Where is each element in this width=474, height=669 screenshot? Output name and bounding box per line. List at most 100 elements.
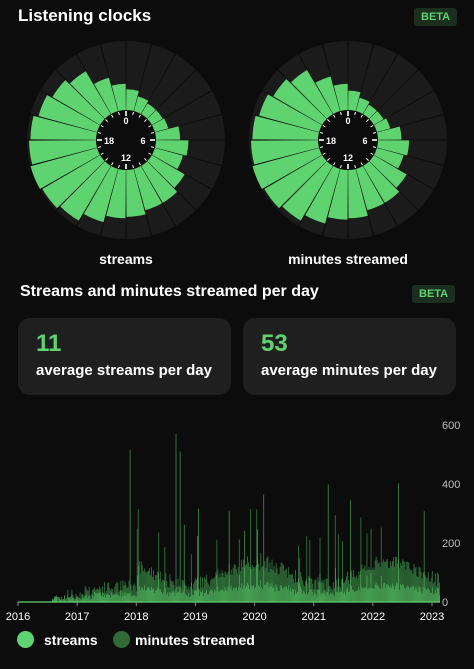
streams-bar — [181, 592, 183, 602]
streams-bar — [334, 596, 335, 602]
streams-bar — [68, 597, 70, 602]
minutes-bar — [261, 567, 263, 602]
clock-tick — [366, 158, 369, 161]
streams-bar — [239, 574, 240, 602]
streams-legend-dot — [17, 631, 34, 648]
streams-bar — [302, 593, 303, 602]
minutes-bar — [368, 567, 370, 602]
streams-bar — [368, 587, 370, 602]
minutes-bar — [223, 577, 225, 602]
minutes-bar — [348, 579, 350, 602]
minutes-bar — [377, 563, 379, 602]
minutes-bar — [236, 573, 238, 602]
streams-bar — [275, 584, 277, 602]
streams-bar — [161, 591, 162, 602]
streams-bar — [59, 597, 60, 602]
streams-bar — [102, 592, 103, 602]
streams-bar — [402, 584, 403, 602]
minutes-bar — [75, 594, 77, 602]
minutes-bar — [346, 576, 348, 602]
minutes-bar — [384, 561, 386, 602]
streams-bar — [247, 582, 248, 602]
minutes-bar — [208, 584, 210, 602]
streams-bar — [157, 587, 158, 602]
minutes-bar — [117, 582, 119, 602]
minutes-bar — [390, 565, 392, 602]
minutes-bar — [249, 566, 251, 602]
streams-bar — [367, 589, 369, 602]
minutes-bar — [386, 559, 388, 602]
streams-bar — [89, 599, 91, 602]
x-tick-label: 2021 — [301, 611, 325, 623]
clock-tick — [132, 111, 134, 116]
streams-bar — [147, 587, 148, 602]
clock-tick — [333, 114, 336, 118]
minutes-bar — [319, 537, 321, 602]
streams-bar — [366, 575, 368, 602]
streams-bar — [174, 595, 176, 602]
streams-bar — [104, 594, 105, 602]
streams-bar — [393, 586, 394, 602]
minutes-bar — [266, 558, 268, 602]
streams-bar — [64, 595, 65, 602]
minutes-clock-label: minutes streamed — [288, 251, 408, 267]
streams-bar — [119, 596, 121, 602]
minutes-bar — [395, 556, 397, 602]
minutes-bar — [139, 573, 141, 602]
minutes-bar — [171, 581, 173, 602]
streams-bar — [382, 587, 383, 602]
minutes-bar — [218, 577, 220, 602]
streams-bar — [264, 584, 266, 602]
minutes-bar — [299, 558, 301, 602]
streams-bar — [108, 594, 109, 602]
streams-bar — [312, 591, 314, 602]
streams-bar — [255, 587, 256, 602]
minutes-bar — [247, 556, 248, 602]
streams-bar — [152, 589, 153, 602]
x-tick-label: 2019 — [183, 611, 207, 623]
minutes-bar — [429, 581, 431, 602]
minutes-bar — [131, 590, 133, 602]
streams-bar — [151, 587, 152, 602]
streams-bar — [116, 592, 118, 602]
minutes-bar — [281, 563, 283, 602]
streams-bar — [266, 582, 268, 602]
streams-bar — [354, 591, 355, 602]
streams-bar — [311, 589, 313, 602]
streams-bar — [85, 595, 87, 602]
streams-bar — [327, 484, 329, 602]
minutes-bar — [219, 573, 221, 602]
streams-bar — [78, 598, 80, 602]
minutes-bar — [258, 563, 260, 602]
streams-bar — [202, 590, 203, 602]
minutes-bar — [244, 565, 246, 602]
streams-bar — [111, 592, 112, 602]
minutes-bar — [177, 579, 179, 602]
streams-bar — [347, 587, 348, 602]
streams-bar — [198, 508, 199, 602]
streams-bar — [153, 588, 154, 602]
minutes-bar — [353, 570, 355, 602]
streams-bar — [69, 597, 71, 602]
minutes-bar — [277, 574, 279, 602]
y-tick-label: 0 — [442, 597, 448, 609]
streams-bar — [126, 593, 128, 602]
minutes-bar — [434, 573, 436, 602]
clock-tick — [372, 132, 377, 134]
streams-bar — [345, 594, 346, 602]
clock-tick — [370, 125, 374, 128]
minutes-bar — [89, 595, 91, 602]
streams-bar — [417, 592, 419, 602]
streams-legend-label: streams — [44, 632, 98, 648]
streams-bar — [82, 597, 84, 602]
streams-bar — [215, 591, 217, 602]
streams-bar — [379, 589, 381, 602]
minutes-bar — [315, 579, 317, 602]
streams-bar — [364, 588, 366, 602]
streams-bar — [336, 591, 337, 602]
minutes-bar — [415, 566, 417, 602]
streams-bar — [224, 587, 226, 602]
minutes-bar — [436, 572, 438, 602]
minutes-bar — [150, 575, 151, 602]
y-tick-label: 600 — [442, 420, 460, 432]
